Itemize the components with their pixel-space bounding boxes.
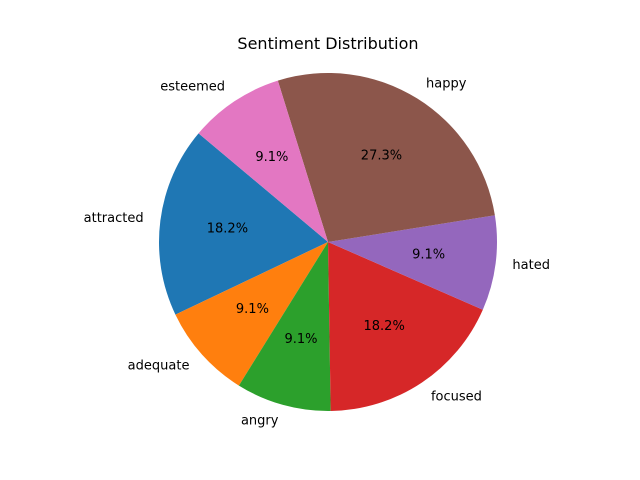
slice-percent-label: 18.2% (207, 222, 248, 237)
slice-percent-label: 18.2% (364, 319, 405, 334)
slice-category-label: focused (431, 389, 482, 404)
slice-category-label: attracted (84, 211, 144, 226)
pie-slice-focused (328, 242, 483, 411)
pie-slices (159, 73, 497, 411)
slice-percent-label: 27.3% (361, 148, 402, 163)
pie-slice-happy (277, 73, 495, 242)
slice-percent-label: 9.1% (236, 302, 269, 317)
slice-category-label: hated (512, 258, 550, 273)
slice-percent-label: 9.1% (412, 247, 445, 262)
slice-category-label: angry (241, 414, 279, 429)
slice-percent-label: 9.1% (284, 332, 317, 347)
pie-slice-hated (328, 215, 497, 310)
pie-slice-angry (238, 242, 331, 411)
slice-category-label: adequate (128, 358, 190, 373)
slice-category-label: esteemed (160, 80, 225, 95)
pie-slice-attracted (159, 133, 328, 315)
chart-title: Sentiment Distribution (237, 34, 418, 53)
slice-category-label: happy (426, 77, 467, 92)
pie-slice-esteemed (198, 80, 328, 242)
pie-labels: 18.2% attracted 9.1% adequate 9.1% angry 18.2%… (84, 77, 550, 429)
pie-slice-adequate (175, 242, 328, 386)
slice-percent-label: 9.1% (255, 150, 288, 165)
